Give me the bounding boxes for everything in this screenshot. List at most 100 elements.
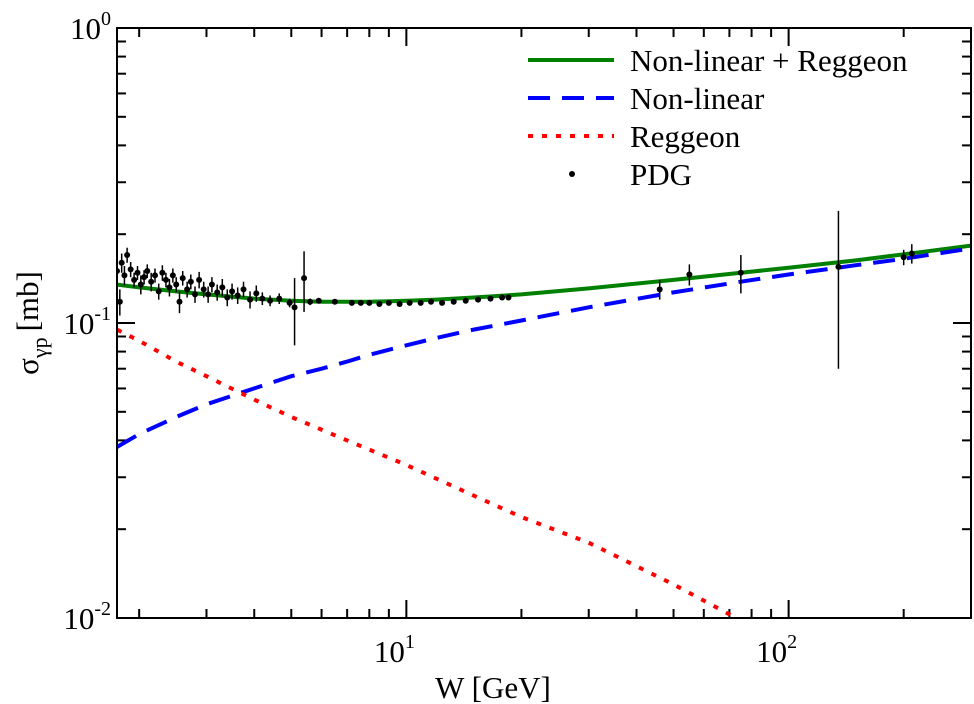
- data-marker: [348, 299, 355, 306]
- data-marker: [439, 299, 446, 306]
- data-marker: [141, 274, 148, 281]
- data-marker: [240, 286, 247, 293]
- data-point: [247, 291, 254, 309]
- data-point: [219, 278, 226, 297]
- data-marker: [173, 281, 180, 288]
- data-point: [234, 287, 241, 304]
- data-point: [900, 249, 907, 266]
- pdg-points: [117, 210, 915, 369]
- data-point: [155, 283, 162, 300]
- data-point: [406, 299, 413, 306]
- data-marker: [259, 295, 266, 302]
- data-point: [331, 298, 338, 305]
- data-marker: [267, 297, 274, 304]
- data-point: [148, 272, 155, 292]
- data-point: [159, 265, 166, 281]
- data-marker: [835, 263, 842, 270]
- data-marker: [450, 298, 457, 305]
- data-marker: [166, 284, 173, 291]
- data-point: [240, 281, 247, 298]
- data-marker: [118, 259, 125, 266]
- data-point: [208, 277, 215, 293]
- data-point: [366, 299, 373, 306]
- legend-label: Non-linear: [630, 81, 765, 116]
- legend-item: PDG: [569, 157, 692, 192]
- data-marker: [427, 298, 434, 305]
- data-point: [439, 299, 446, 306]
- data-point: [124, 247, 131, 263]
- data-point: [151, 268, 158, 283]
- data-marker: [417, 299, 424, 306]
- y-tick-label: 100: [70, 8, 111, 46]
- x-tick-label: 101: [374, 631, 415, 669]
- data-point: [184, 281, 191, 298]
- data-point: [686, 264, 693, 286]
- data-marker: [131, 276, 138, 283]
- y-tick-label: 10-2: [63, 598, 111, 636]
- data-marker: [505, 294, 512, 301]
- legend-item: Non-linear: [528, 81, 765, 116]
- data-point: [144, 264, 151, 279]
- data-point: [505, 294, 512, 301]
- data-marker: [276, 295, 283, 302]
- data-marker: [462, 297, 469, 304]
- data-marker: [124, 252, 131, 259]
- data-marker: [224, 294, 231, 301]
- data-point: [267, 295, 274, 307]
- svg-text:σγp[mb]: σγp [mb]: [10, 271, 52, 375]
- data-point: [200, 281, 207, 298]
- data-point: [259, 292, 266, 306]
- y-axis-unit: [mb]: [10, 271, 45, 331]
- data-point: [301, 251, 308, 312]
- data-marker: [169, 272, 176, 279]
- y-axis-symbol: σ: [10, 358, 45, 375]
- y-tick-label: 10-1: [63, 303, 111, 341]
- data-point: [117, 289, 123, 316]
- data-point: [229, 283, 236, 300]
- data-point: [137, 275, 144, 295]
- data-marker: [737, 269, 744, 276]
- data-marker: [229, 288, 236, 295]
- series-line-reggeon: [117, 327, 741, 618]
- legend-swatch: [569, 171, 575, 177]
- data-point: [214, 284, 221, 301]
- data-marker: [144, 268, 151, 275]
- data-marker: [900, 254, 907, 261]
- data-marker: [656, 286, 663, 293]
- series-line-non-linear: [117, 246, 971, 449]
- data-marker: [219, 284, 226, 291]
- data-marker: [291, 304, 298, 311]
- data-marker: [487, 295, 494, 302]
- data-point: [276, 293, 283, 304]
- data-point: [376, 300, 383, 307]
- data-point: [499, 294, 506, 301]
- legend-item: Non-linear + Reggeon: [528, 43, 908, 78]
- data-point: [908, 244, 915, 264]
- data-marker: [499, 294, 506, 301]
- data-point: [475, 296, 482, 303]
- data-point: [348, 299, 355, 306]
- series-layer: [117, 243, 971, 618]
- data-point: [196, 271, 203, 289]
- data-marker: [331, 298, 338, 305]
- data-marker: [406, 299, 413, 306]
- data-marker: [315, 297, 322, 304]
- data-point: [224, 289, 231, 307]
- data-point: [291, 278, 298, 346]
- data-point: [141, 270, 148, 285]
- data-marker: [253, 290, 260, 297]
- data-point: [162, 272, 169, 288]
- data-marker: [117, 298, 123, 305]
- data-marker: [908, 250, 915, 257]
- y-axis-subscript: γp: [27, 337, 52, 359]
- data-marker: [176, 298, 183, 305]
- data-point: [385, 299, 392, 306]
- data-marker: [366, 299, 373, 306]
- data-marker: [686, 271, 693, 278]
- x-tick-label: 102: [756, 631, 797, 669]
- data-point: [169, 268, 176, 283]
- data-marker: [385, 299, 392, 306]
- legend-label: Reggeon: [630, 119, 741, 154]
- legend-item: Reggeon: [528, 119, 741, 154]
